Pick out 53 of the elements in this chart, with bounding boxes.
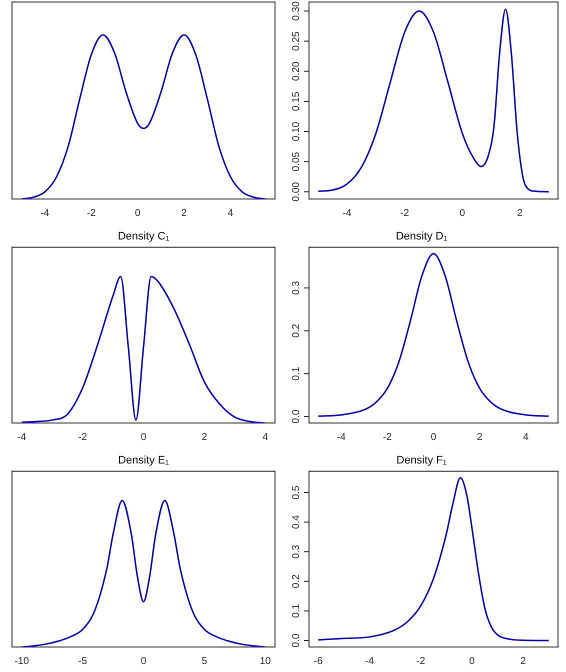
chart-title: Density D₁ [396,230,448,243]
x-tick-label: -2 [400,208,410,219]
y-tick-label: 0.30 [290,0,302,21]
x-tick-label: 2 [520,656,526,667]
x-tick-label: 0 [140,432,147,443]
x-tick-label: -6 [314,656,324,667]
x-tick-label: 5 [202,656,208,667]
x-tick-label: -4 [336,432,346,443]
x-tick-label: 2 [517,208,524,219]
x-tick-label: -4 [17,432,27,443]
y-tick-label: 0.20 [290,61,302,82]
x-tick-label: -4 [40,208,50,219]
line-series [317,252,550,417]
x-tick-label: 2 [476,432,483,443]
chart-title: Density E₁ [118,454,170,467]
x-tick-label: -2 [416,656,426,667]
x-tick-label: 4 [262,432,268,443]
x-tick-label: 0 [460,208,466,219]
x-tick-label: -5 [78,656,88,667]
y-tick-label: 0.0 [290,633,302,648]
y-tick-label: 0.10 [290,121,302,142]
y-tick-label: 0.5 [290,485,302,500]
y-tick-label: 0.00 [290,182,302,202]
x-tick-label: -2 [78,432,88,443]
y-tick-label: 0.1 [290,366,302,381]
x-tick-label: -2 [382,432,392,443]
x-tick-label: -2 [86,208,96,219]
y-tick-label: 0.15 [290,91,302,112]
x-tick-label: 0 [469,656,476,667]
x-tick-label: 0 [430,432,437,443]
y-tick-label: 0.3 [290,280,302,295]
y-tick-label: 0.0 [290,409,302,424]
x-tick-label: 4 [228,208,234,219]
x-tick-label: -4 [342,208,352,219]
y-tick-label: 0.3 [290,544,302,559]
y-tick-label: 0.4 [290,514,302,530]
x-tick-label: 10 [260,656,272,667]
x-tick-label: 0 [134,208,141,219]
y-tick-label: 0.2 [290,323,302,338]
line-series [317,8,550,193]
x-tick-label: 2 [181,208,188,219]
x-tick-label: -4 [365,656,374,667]
x-tick-label: -10 [14,656,30,667]
x-tick-label: 4 [522,432,529,443]
y-tick-label: 0.05 [290,151,302,172]
x-tick-label: 2 [202,432,208,443]
y-tick-label: 0.2 [290,574,302,588]
line-series [317,476,550,642]
y-tick-label: 0.25 [290,30,302,51]
y-tick-label: 0.1 [290,604,302,618]
chart-title: Density C₁ [118,230,170,243]
x-tick-label: 0 [140,656,147,667]
chart-title: Density F₁ [396,454,447,467]
